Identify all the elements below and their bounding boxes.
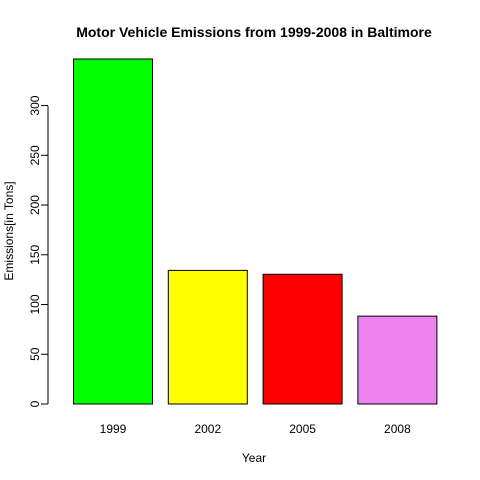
y-axis-ticks: 0 50 100 150 200 250 300 (28, 95, 48, 407)
chart-title: Motor Vehicle Emissions from 1999-2008 i… (76, 24, 432, 40)
y-axis-label: Emissions[in Tons] (2, 181, 16, 280)
y-tick-label: 50 (28, 347, 42, 361)
x-tick-label: 2008 (384, 422, 411, 436)
x-axis-tick-labels: 1999 2002 2005 2008 (100, 422, 411, 436)
bar-2008 (357, 315, 438, 405)
y-tick-label: 100 (28, 294, 42, 314)
y-tick-label: 0 (28, 400, 42, 407)
bar-2005 (262, 273, 343, 405)
y-tick-label: 300 (28, 95, 42, 115)
y-tick-label: 150 (28, 244, 42, 264)
bar-1999 (73, 58, 153, 405)
x-tick-label: 2002 (194, 422, 221, 436)
bars (73, 58, 438, 405)
y-tick-label: 250 (28, 145, 42, 165)
x-tick-label: 2005 (289, 422, 316, 436)
bar-2002 (167, 269, 248, 405)
x-axis-label: Year (242, 451, 266, 465)
x-tick-label: 1999 (100, 422, 127, 436)
y-tick-label: 200 (28, 195, 42, 215)
